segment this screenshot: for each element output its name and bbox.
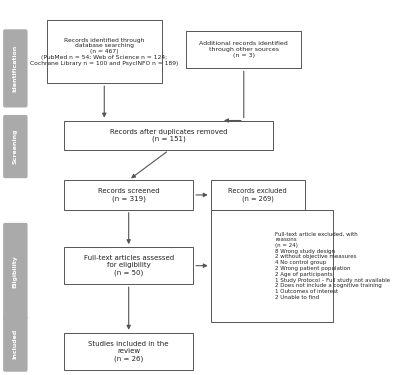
Text: Included: Included (13, 329, 18, 359)
Text: Eligibility: Eligibility (13, 255, 18, 288)
FancyBboxPatch shape (3, 223, 28, 320)
Text: Full-text articles assessed
for eligibility
(n = 50): Full-text articles assessed for eligibil… (84, 255, 174, 276)
Text: Records excluded
(n = 269): Records excluded (n = 269) (228, 188, 287, 202)
Text: Full-text article excluded, with
reasons
(n = 24)
8 Wrong study design
2 without: Full-text article excluded, with reasons… (275, 231, 390, 300)
FancyBboxPatch shape (211, 180, 305, 210)
FancyBboxPatch shape (186, 31, 301, 68)
FancyBboxPatch shape (3, 316, 28, 372)
FancyBboxPatch shape (64, 120, 274, 150)
Text: Identification: Identification (13, 45, 18, 92)
Text: Records screened
(n = 319): Records screened (n = 319) (98, 188, 160, 202)
FancyBboxPatch shape (47, 20, 162, 83)
FancyBboxPatch shape (64, 333, 193, 370)
Text: Records identified through
database searching
(n = 467)
(PubMed n = 54; Web of S: Records identified through database sear… (30, 38, 178, 66)
FancyBboxPatch shape (64, 180, 193, 210)
Text: Screening: Screening (13, 129, 18, 164)
Text: Studies included in the
review
(n = 26): Studies included in the review (n = 26) (88, 341, 169, 362)
FancyBboxPatch shape (211, 210, 333, 321)
Text: Records after duplicates removed
(n = 151): Records after duplicates removed (n = 15… (110, 129, 228, 142)
FancyBboxPatch shape (64, 247, 193, 284)
Text: Additional records identified
through other sources
(n = 3): Additional records identified through ot… (199, 42, 288, 58)
FancyBboxPatch shape (3, 29, 28, 108)
FancyBboxPatch shape (3, 115, 28, 178)
